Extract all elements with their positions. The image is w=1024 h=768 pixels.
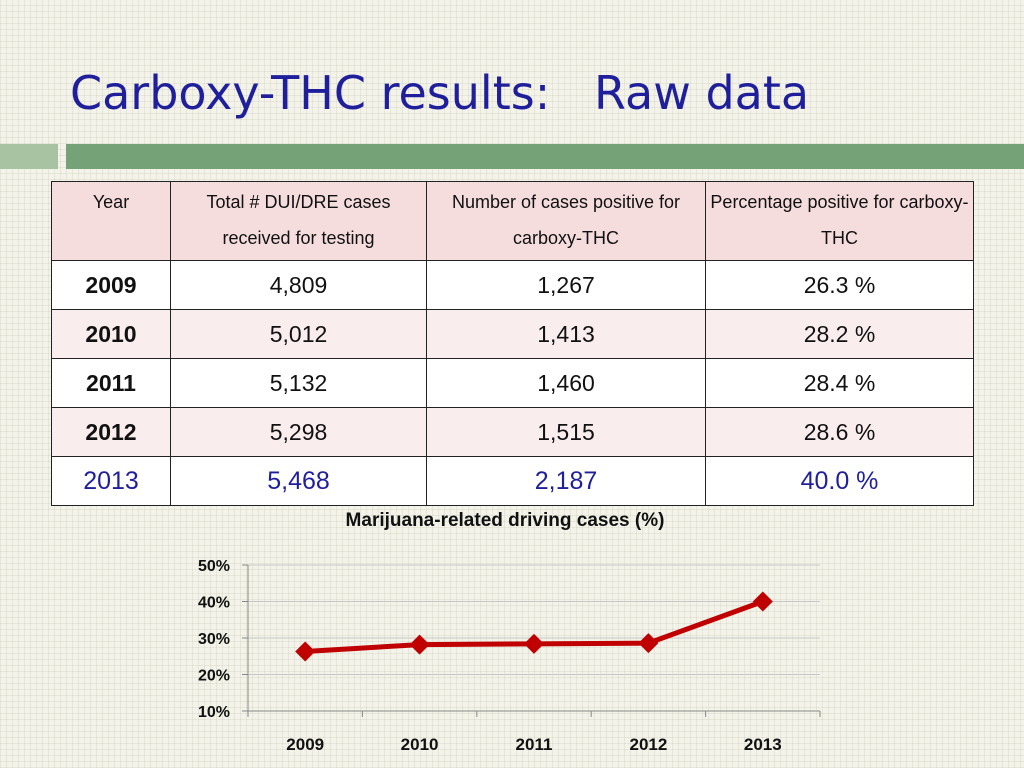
cell-total: 5,132 — [170, 358, 427, 408]
header-total-cases: Total # DUI/DRE cases received for testi… — [170, 181, 427, 261]
cell-year: 2009 — [51, 260, 171, 310]
cell-percentage: 28.6 % — [705, 407, 974, 457]
cell-percentage: 28.4 % — [705, 358, 974, 408]
cell-percentage: 40.0 % — [705, 456, 974, 506]
cell-percentage: 26.3 % — [705, 260, 974, 310]
cell-positive: 1,413 — [426, 309, 706, 359]
header-year: Year — [51, 181, 171, 261]
chart-title: Marijuana-related driving cases (%) — [345, 510, 665, 531]
cell-total: 5,298 — [170, 407, 427, 457]
cell-year: 2013 — [51, 456, 171, 506]
table-row-highlighted: 2013 5,468 2,187 40.0 % — [51, 456, 974, 506]
header-positive-cases: Number of cases positive for carboxy-THC — [426, 181, 706, 261]
table-row: 2012 5,298 1,515 28.6 % — [51, 407, 974, 457]
x-tick-label: 2013 — [744, 735, 782, 754]
slide-title: Carboxy-THC results: Raw data — [70, 66, 810, 120]
x-tick-label: 2011 — [516, 735, 553, 754]
cell-year: 2012 — [51, 407, 171, 457]
cell-positive: 1,515 — [426, 407, 706, 457]
cell-positive: 1,267 — [426, 260, 706, 310]
title-accent-bar-left — [0, 144, 58, 169]
cell-total: 4,809 — [170, 260, 427, 310]
results-table: Year Total # DUI/DRE cases received for … — [51, 181, 974, 506]
line-chart: 50% 40% 30% 20% 10% 2009 2010 2011 2012 2013 — [198, 558, 821, 754]
table-row: 2010 5,012 1,413 28.2 % — [51, 309, 974, 359]
table-header-row: Year Total # DUI/DRE cases received for … — [51, 181, 974, 261]
x-tick-label: 2009 — [286, 735, 324, 754]
data-point-marker — [752, 591, 773, 612]
data-point-marker — [409, 634, 430, 655]
cell-total: 5,468 — [170, 456, 427, 506]
table-row: 2011 5,132 1,460 28.4 % — [51, 358, 974, 408]
cell-positive: 1,460 — [426, 358, 706, 408]
y-tick-label: 30% — [198, 631, 230, 648]
data-point-marker — [638, 633, 659, 654]
data-point-marker — [524, 633, 544, 654]
title-accent-bar-right — [66, 144, 1024, 169]
x-tick-label: 2012 — [629, 735, 667, 754]
cell-year: 2011 — [51, 358, 171, 408]
cell-percentage: 28.2 % — [705, 309, 974, 359]
table-row: 2009 4,809 1,267 26.3 % — [51, 260, 974, 310]
y-tick-label: 20% — [198, 668, 230, 685]
y-tick-label: 10% — [198, 704, 230, 721]
header-percentage-positive: Percentage positive for carboxy-THC — [705, 181, 974, 261]
x-tick-label: 2010 — [401, 735, 439, 754]
data-point-marker — [295, 641, 316, 662]
cell-total: 5,012 — [170, 309, 427, 359]
y-tick-label: 50% — [198, 558, 230, 575]
y-tick-label: 40% — [198, 595, 230, 612]
cell-year: 2010 — [51, 309, 171, 359]
cell-positive: 2,187 — [426, 456, 706, 506]
